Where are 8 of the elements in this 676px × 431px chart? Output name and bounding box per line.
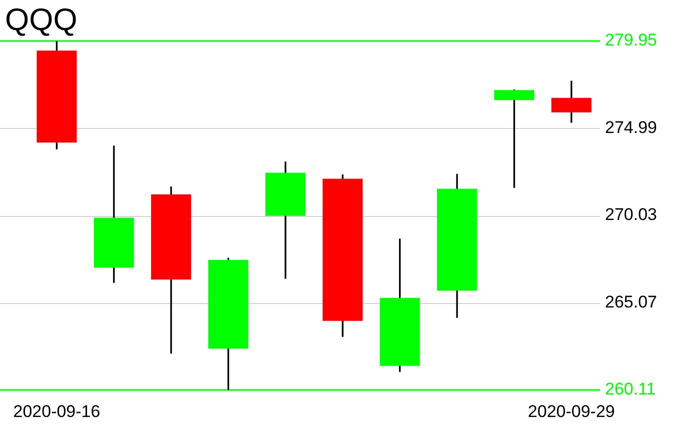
y-tick-label: 260.11 <box>605 380 656 399</box>
x-tick-label: 2020-09-29 <box>528 402 615 421</box>
y-tick-label: 274.99 <box>605 118 657 137</box>
y-tick-label: 270.03 <box>605 205 657 224</box>
y-tick-label: 279.95 <box>605 30 657 50</box>
y-tick-label: 265.07 <box>605 292 657 312</box>
chart-title: QQQ <box>5 2 78 38</box>
x-tick-label: 2020-09-16 <box>13 402 100 421</box>
